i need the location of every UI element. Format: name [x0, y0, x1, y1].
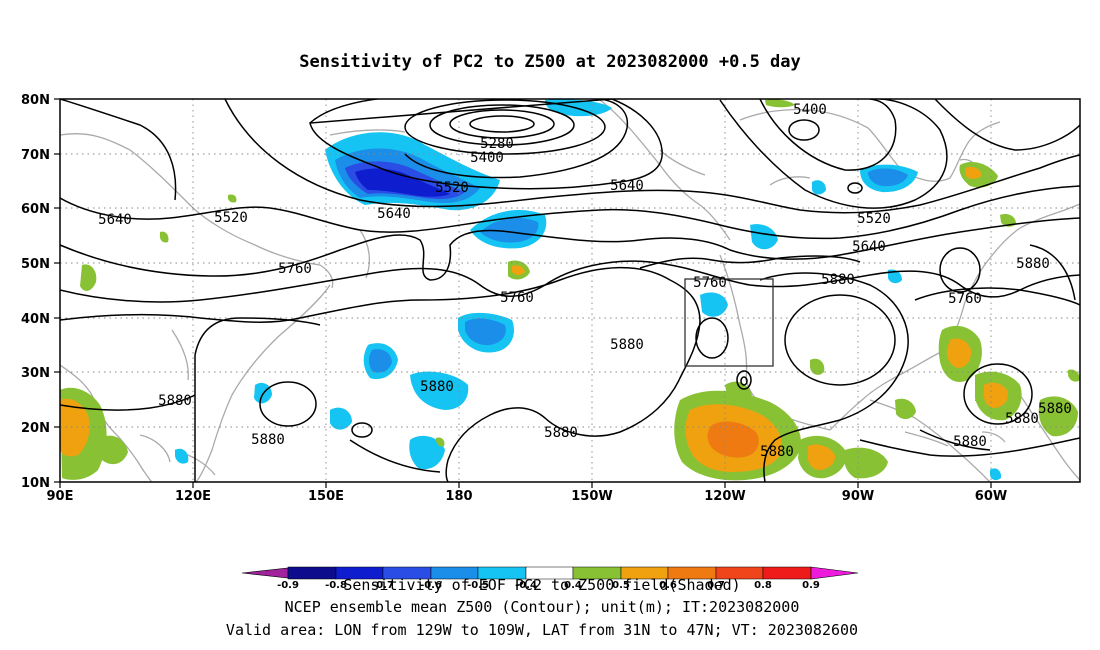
lat-label: 50N	[21, 257, 50, 272]
contour-label: 5880	[953, 434, 987, 450]
lat-label: 20N	[21, 421, 50, 436]
colorbar-tick: -0.8	[325, 580, 347, 591]
lon-label: 120E	[175, 489, 211, 504]
contour-label: 5640	[98, 212, 132, 228]
footer-line-2: NCEP ensemble mean Z500 (Contour); unit(…	[285, 598, 800, 616]
contour-label: 5880	[1016, 256, 1050, 272]
colorbar-cell	[287, 566, 337, 580]
contour-label: 5400	[470, 150, 504, 166]
colorbar-tick: -0.9	[277, 580, 299, 591]
colorbar-arrow-right	[810, 566, 859, 580]
lat-label: 40N	[21, 312, 50, 327]
valid-area-box	[684, 278, 774, 367]
lon-label: 60W	[975, 489, 1007, 504]
map-title: Sensitivity of PC2 to Z500 at 2023082000…	[299, 52, 801, 72]
colorbar-tick: 0.6	[659, 580, 677, 591]
contour-label: 5880	[1019, 401, 1053, 417]
colorbar-cell	[762, 566, 812, 580]
lon-label: 150W	[571, 489, 612, 504]
footer-line-1: Sensitivity of EOF PC2 to Z500 field(Sha…	[343, 576, 740, 594]
colorbar-tick: -0.4	[515, 580, 537, 591]
lat-label: 80N	[21, 93, 50, 108]
contour-label: 5640	[377, 206, 411, 222]
contour-label: 5520	[214, 210, 248, 226]
contour-label: 5880	[544, 425, 578, 441]
footer-line-3: Valid area: LON from 129W to 109W, LAT f…	[226, 621, 858, 639]
lon-label: 90E	[47, 489, 74, 504]
lon-label: 90W	[842, 489, 874, 504]
plot-frame	[59, 98, 1081, 483]
contour-label: 5880	[610, 337, 644, 353]
contour-label: 5880	[821, 272, 855, 288]
contour-label: 5880	[158, 393, 192, 409]
colorbar-tick: -0.7	[372, 580, 394, 591]
contour-label: 5880	[420, 379, 454, 395]
contour-label: 5880	[760, 444, 794, 460]
lat-label: 30N	[21, 366, 50, 381]
colorbar-tick: 0.8	[754, 580, 772, 591]
contour-label: 5520	[857, 211, 891, 227]
contour-label: 5760	[693, 275, 727, 291]
lon-axis: 90E 120E 150E 180 150W 120W 90W 60W	[47, 489, 1008, 504]
contour-label: 5280	[480, 136, 514, 152]
contour-labels: 5400 5280 5400 5520 5640 5640 5520 5640 …	[98, 102, 1072, 460]
contour-label: 5520	[435, 180, 469, 196]
lat-label: 70N	[21, 148, 50, 163]
grid-lines	[60, 99, 1080, 482]
lat-axis: 80N 70N 60N 50N 40N 30N 20N 10N	[21, 93, 50, 491]
colorbar-tick: 0.5	[612, 580, 630, 591]
contour-label: 5880	[1005, 411, 1039, 427]
contour-label: 5760	[948, 291, 982, 307]
shaded-sensitivity	[60, 99, 1080, 481]
lat-label: 10N	[21, 476, 50, 491]
lat-label: 60N	[21, 202, 50, 217]
contour-label: 5760	[500, 290, 534, 306]
colorbar-tick: -0.5	[467, 580, 489, 591]
plot-area: 5400 5280 5400 5520 5640 5640 5520 5640 …	[60, 99, 1080, 482]
contour-label: 5760	[278, 261, 312, 277]
lon-label: 180	[445, 489, 472, 504]
colorbar-tick: 0.7	[707, 580, 725, 591]
lon-label: 120W	[704, 489, 745, 504]
contour-label: 5640	[610, 178, 644, 194]
lon-label: 150E	[308, 489, 344, 504]
contour-label: 5640	[852, 239, 886, 255]
colorbar: -0.9 -0.8 -0.7 -0.6 -0.5 -0.4 0.4 0.5 0.…	[241, 566, 859, 591]
z500-contours	[60, 99, 1080, 482]
colorbar-tick: 0.9	[802, 580, 820, 591]
colorbar-tick: 0.4	[564, 580, 582, 591]
colorbar-tick: -0.6	[420, 580, 442, 591]
tick-marks	[54, 98, 992, 488]
contour-label: 5400	[793, 102, 827, 118]
contour-label: 5880	[251, 432, 285, 448]
colorbar-arrow-left	[241, 567, 289, 579]
contour-label: 5880	[1038, 401, 1072, 417]
